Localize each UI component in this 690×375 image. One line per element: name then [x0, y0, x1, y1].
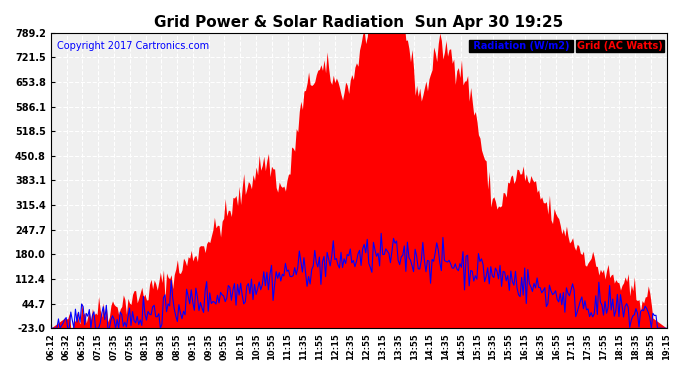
Text: Radiation (W/m2): Radiation (W/m2): [470, 41, 573, 51]
Title: Grid Power & Solar Radiation  Sun Apr 30 19:25: Grid Power & Solar Radiation Sun Apr 30 …: [154, 15, 564, 30]
Text: Grid (AC Watts): Grid (AC Watts): [578, 41, 663, 51]
Text: Copyright 2017 Cartronics.com: Copyright 2017 Cartronics.com: [57, 41, 209, 51]
